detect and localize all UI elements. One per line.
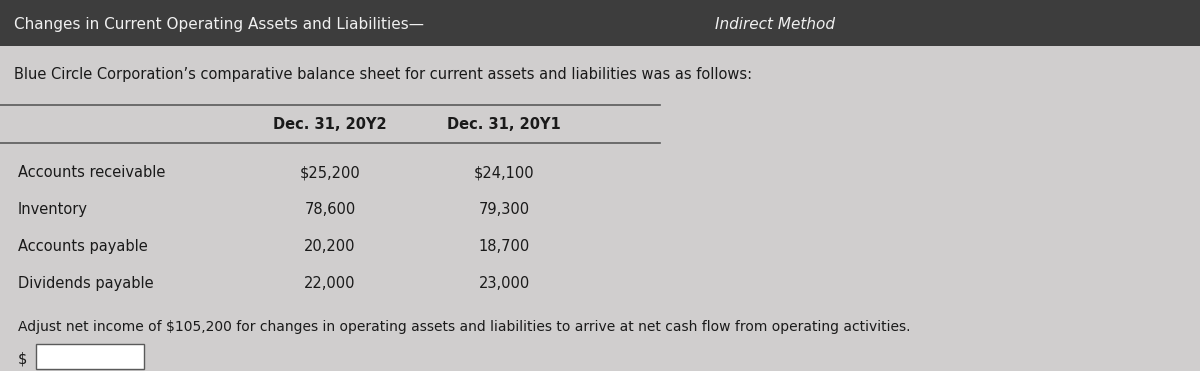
- Text: 79,300: 79,300: [479, 202, 529, 217]
- Text: Inventory: Inventory: [18, 202, 88, 217]
- Text: 23,000: 23,000: [479, 276, 529, 291]
- Text: Accounts payable: Accounts payable: [18, 239, 148, 254]
- Text: $25,200: $25,200: [300, 165, 360, 180]
- Text: Changes in Current Operating Assets and Liabilities—: Changes in Current Operating Assets and …: [14, 17, 425, 32]
- Text: Dec. 31, 20Y2: Dec. 31, 20Y2: [274, 117, 386, 132]
- Text: $: $: [18, 352, 28, 367]
- Text: Blue Circle Corporation’s comparative balance sheet for current assets and liabi: Blue Circle Corporation’s comparative ba…: [14, 67, 752, 82]
- Text: Adjust net income of $105,200 for changes in operating assets and liabilities to: Adjust net income of $105,200 for change…: [18, 320, 911, 334]
- Text: 78,600: 78,600: [305, 202, 355, 217]
- FancyBboxPatch shape: [36, 344, 144, 369]
- FancyBboxPatch shape: [0, 0, 1200, 46]
- Text: $24,100: $24,100: [474, 165, 534, 180]
- Text: 18,700: 18,700: [479, 239, 529, 254]
- Text: Accounts receivable: Accounts receivable: [18, 165, 166, 180]
- Text: 22,000: 22,000: [305, 276, 355, 291]
- Text: 20,200: 20,200: [305, 239, 355, 254]
- Text: Dividends payable: Dividends payable: [18, 276, 154, 291]
- Text: Dec. 31, 20Y1: Dec. 31, 20Y1: [448, 117, 560, 132]
- Text: Indirect Method: Indirect Method: [715, 17, 835, 32]
